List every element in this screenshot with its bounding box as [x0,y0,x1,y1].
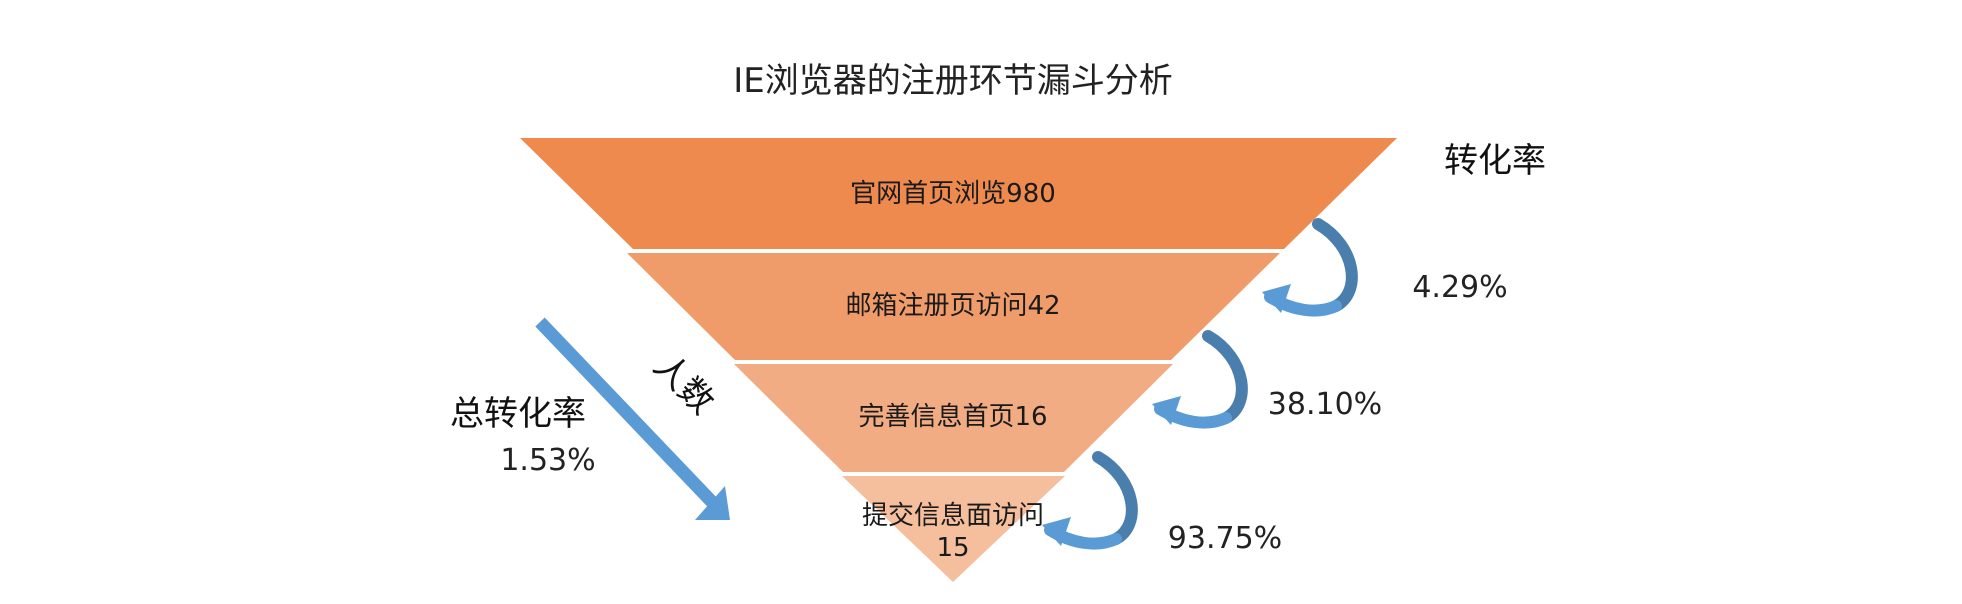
funnel-stage-3-label: 完善信息首页16 [858,402,1047,432]
funnel-stage-1 [520,138,1397,249]
total-conversion-arrow-head [695,486,730,520]
step-arrow-2 [1152,330,1248,429]
funnel-stage-4-label-line2: 15 [936,533,969,563]
step-rate-3: 93.75% [1168,521,1282,556]
funnel-stage-4-label-line1: 提交信息面访问 [862,501,1044,531]
funnel-stage-1-label: 官网首页浏览980 [850,179,1056,209]
step-rate-2: 38.10% [1268,387,1382,422]
total-conversion-arrow [535,317,717,507]
step-rate-1: 4.29% [1412,270,1507,305]
step-arrow-1 [1262,218,1358,317]
diagram-title: IE浏览器的注册环节漏斗分析 [733,61,1173,101]
funnel: 官网首页浏览980 邮箱注册页访问42 完善信息首页16 提交信息面访问 15 [520,138,1397,582]
funnel-stage-3 [734,364,1173,472]
total-conversion-rate: 1.53% [500,443,595,478]
conversion-rate-header: 转化率 [1444,141,1546,181]
people-axis-label: 人数 [646,346,722,422]
step-arrows [1042,218,1358,550]
step-arrow-3 [1042,451,1138,550]
funnel-stage-2-label: 邮箱注册页访问42 [845,291,1060,321]
total-conversion-label: 总转化率 [450,394,586,434]
funnel-stage-2 [627,253,1280,360]
funnel-stage-4 [842,476,1065,582]
